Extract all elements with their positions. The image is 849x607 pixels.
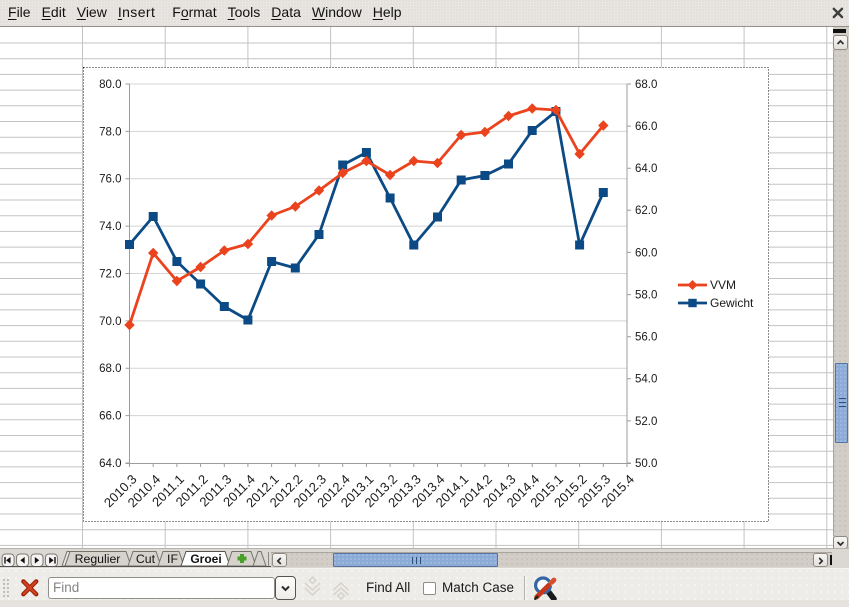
svg-text:60.0: 60.0 xyxy=(635,247,657,259)
svg-text:78.0: 78.0 xyxy=(99,126,121,138)
svg-text:52.0: 52.0 xyxy=(635,416,657,428)
svg-text:68.0: 68.0 xyxy=(635,79,657,91)
svg-text:Regulier: Regulier xyxy=(75,552,121,566)
svg-text:56.0: 56.0 xyxy=(635,332,657,344)
svg-text:76.0: 76.0 xyxy=(99,174,121,186)
svg-text:64.0: 64.0 xyxy=(635,163,657,175)
svg-text:80.0: 80.0 xyxy=(99,79,121,91)
svg-text:70.0: 70.0 xyxy=(99,316,121,328)
svg-text:74.0: 74.0 xyxy=(99,221,121,233)
svg-text:50.0: 50.0 xyxy=(635,458,657,470)
svg-text:72.0: 72.0 xyxy=(99,268,121,280)
svg-text:64.0: 64.0 xyxy=(99,458,121,470)
svg-text:66.0: 66.0 xyxy=(635,121,657,133)
svg-text:VVM: VVM xyxy=(710,278,736,292)
svg-text:Groei: Groei xyxy=(190,552,221,566)
svg-text:68.0: 68.0 xyxy=(99,363,121,375)
svg-text:Gewicht: Gewicht xyxy=(710,296,754,310)
svg-text:66.0: 66.0 xyxy=(99,411,121,423)
svg-text:IF: IF xyxy=(167,552,178,566)
svg-text:58.0: 58.0 xyxy=(635,289,657,301)
svg-text:54.0: 54.0 xyxy=(635,374,657,386)
svg-text:62.0: 62.0 xyxy=(635,205,657,217)
svg-text:Cut: Cut xyxy=(136,552,156,566)
